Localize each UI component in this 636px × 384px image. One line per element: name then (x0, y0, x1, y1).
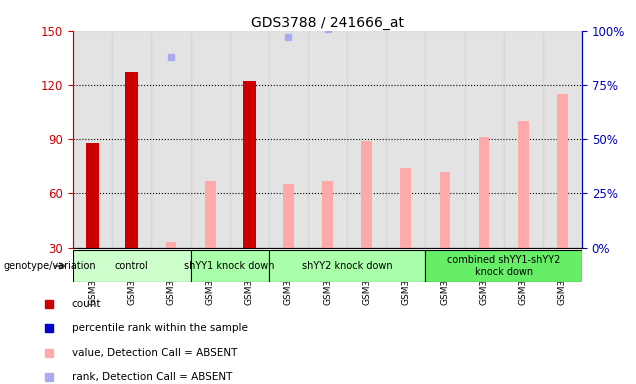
Bar (125, 72, 138, 248)
Title: GDS3788 / 241666_at: GDS3788 / 241666_at (251, 16, 404, 30)
Bar (269, 250, 425, 281)
Bar (322, 181, 333, 248)
Bar (243, 81, 256, 248)
Text: count: count (72, 299, 101, 309)
Bar (269, 31, 308, 248)
Bar (347, 31, 386, 248)
Bar (479, 137, 490, 248)
Bar (151, 31, 191, 248)
Bar (425, 31, 464, 248)
Bar (165, 242, 176, 248)
Bar (230, 31, 269, 248)
Bar (113, 31, 151, 248)
Bar (504, 31, 543, 248)
Text: percentile rank within the sample: percentile rank within the sample (72, 323, 248, 333)
Bar (543, 31, 582, 248)
Bar (73, 250, 191, 281)
Bar (464, 31, 504, 248)
Bar (439, 172, 450, 248)
Text: rank, Detection Call = ABSENT: rank, Detection Call = ABSENT (72, 372, 232, 382)
Bar (401, 168, 411, 248)
Text: control: control (115, 261, 149, 271)
Bar (86, 143, 99, 248)
Text: shYY1 knock down: shYY1 knock down (184, 261, 275, 271)
Bar (557, 94, 568, 248)
Bar (361, 141, 372, 248)
Text: shYY2 knock down: shYY2 knock down (302, 261, 392, 271)
Bar (386, 31, 425, 248)
Bar (191, 250, 269, 281)
Bar (518, 121, 529, 248)
Bar (283, 184, 294, 248)
Text: value, Detection Call = ABSENT: value, Detection Call = ABSENT (72, 348, 237, 358)
Bar (73, 31, 113, 248)
Bar (308, 31, 347, 248)
Bar (205, 181, 216, 248)
Text: genotype/variation: genotype/variation (3, 261, 96, 271)
Bar (191, 31, 230, 248)
Bar (425, 250, 582, 281)
Text: combined shYY1-shYY2
knock down: combined shYY1-shYY2 knock down (447, 255, 560, 277)
